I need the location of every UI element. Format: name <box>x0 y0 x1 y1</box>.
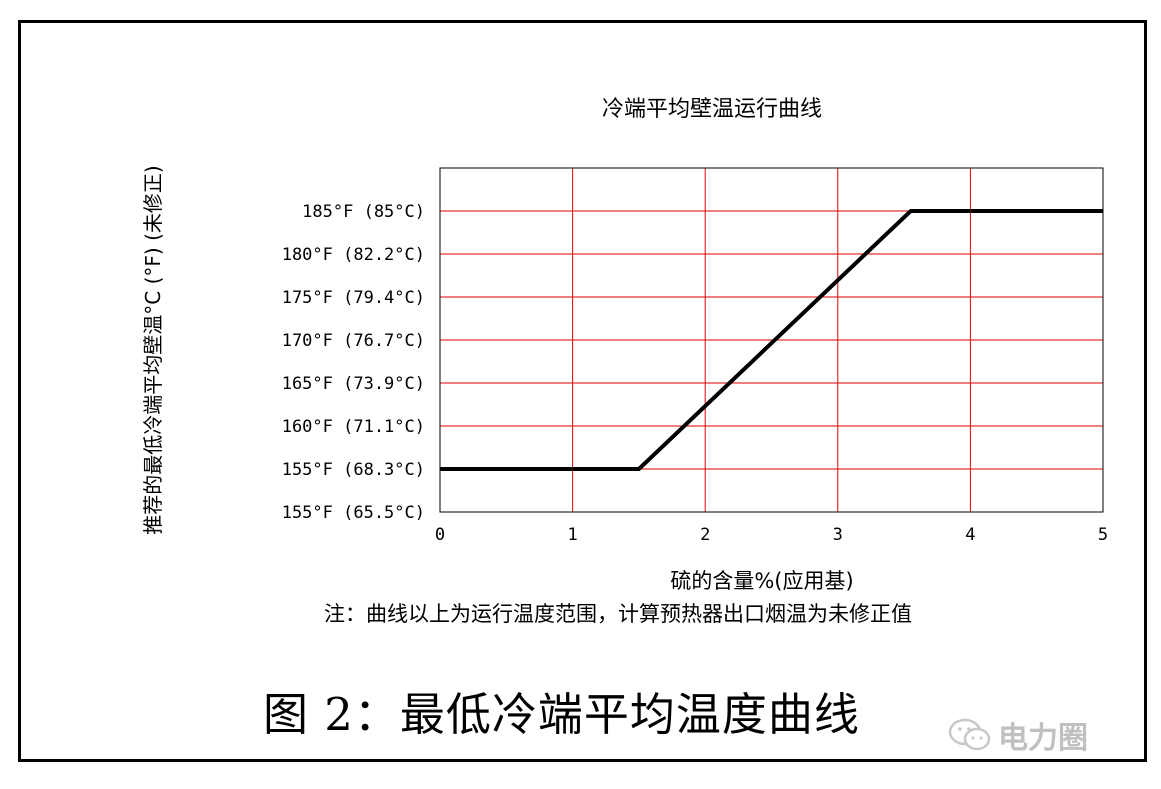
series-line <box>440 209 1103 471</box>
y-tick-label: 185°F (85°C) <box>302 202 425 222</box>
watermark: 电力圈 <box>948 713 1088 757</box>
x-tick-label: 5 <box>1098 525 1108 545</box>
y-tick-labels: 155°F (65.5°C) 155°F (68.3°C) 160°F (71.1°… <box>282 202 425 523</box>
y-tick-label: 175°F (79.4°C) <box>282 288 425 308</box>
y-tick-label: 165°F (73.9°C) <box>282 374 425 394</box>
x-axis-label: 硫的含量%(应用基) <box>670 569 853 593</box>
y-axis-label: 推荐的最低冷端平均壁温°C (°F) (未修正) <box>141 165 165 534</box>
chart-note: 注：曲线以上为运行温度范围，计算预热器出口烟温为未修正值 <box>324 602 912 626</box>
x-tick-label: 0 <box>435 525 445 545</box>
y-tick-label: 155°F (68.3°C) <box>282 460 425 480</box>
chart-title: 冷端平均壁温运行曲线 <box>602 97 822 122</box>
grid <box>440 168 1103 512</box>
series <box>440 209 1103 471</box>
x-tick-label: 1 <box>567 525 577 545</box>
y-tick-label: 160°F (71.1°C) <box>282 417 425 437</box>
watermark-text: 电力圈 <box>998 721 1088 756</box>
figure-frame <box>18 20 1147 762</box>
x-tick-label: 4 <box>965 525 975 545</box>
x-tick-label: 3 <box>833 525 843 545</box>
plot-border <box>439 167 1104 513</box>
y-tick-label: 155°F (65.5°C) <box>282 503 425 523</box>
x-tick-labels: 0 1 2 3 4 5 <box>435 525 1108 545</box>
figure-caption: 图 2：最低冷端平均温度曲线 <box>263 688 860 741</box>
y-tick-label: 180°F (82.2°C) <box>282 245 425 265</box>
y-tick-label: 170°F (76.7°C) <box>282 331 425 351</box>
wechat-icon <box>948 718 991 751</box>
x-tick-label: 2 <box>700 525 710 545</box>
